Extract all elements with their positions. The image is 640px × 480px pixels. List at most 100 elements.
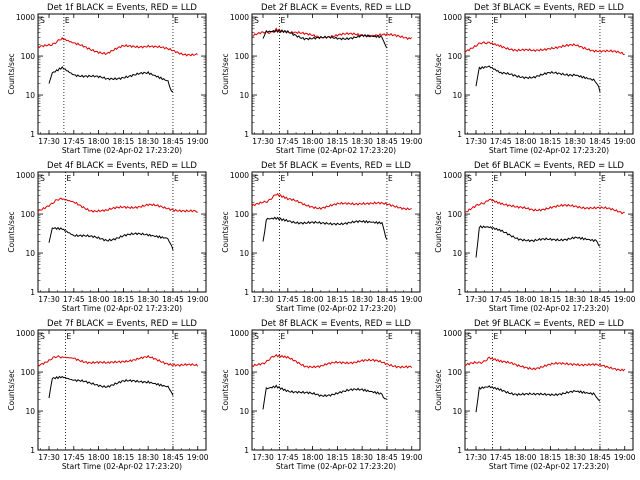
y-tick-label: 100	[235, 52, 250, 61]
x-tick-label: 19:00	[401, 137, 423, 146]
panel-title: Det 7f BLACK = Events, RED = LLD	[47, 319, 197, 329]
panel-det-4: Det 4f BLACK = Events, RED = LLD 17:30 17:…	[7, 161, 209, 313]
y-axis-label: Counts/sec	[221, 369, 230, 410]
x-tick-label: 18:00	[515, 137, 537, 146]
x-tick-label: 17:45	[490, 137, 512, 146]
lld-rate-line	[464, 41, 625, 56]
x-tick-label: 18:45	[589, 295, 611, 304]
x-tick-label: 19:00	[614, 137, 636, 146]
plot-frame	[37, 13, 207, 135]
x-tick-label: 17:45	[63, 295, 85, 304]
x-tick-label: 18:30	[137, 453, 159, 462]
y-tick-label: 10	[239, 91, 249, 100]
y-tick-label: 100	[21, 368, 36, 377]
y-axis-label: Counts/sec	[221, 211, 230, 252]
panel-det-8: Det 8f BLACK = Events, RED = LLD 17:30 17:…	[221, 319, 423, 471]
lld-rate-line	[37, 37, 198, 57]
plot-frame	[251, 329, 421, 451]
x-tick-label: 18:30	[137, 137, 159, 146]
y-axis-label: Counts/sec	[434, 211, 443, 252]
x-tick-label: 18:30	[564, 453, 586, 462]
time-marker-label: E	[601, 16, 606, 25]
y-tick-label: 1	[30, 130, 35, 139]
x-tick-label: 18:00	[302, 453, 324, 462]
y-tick-label: 1	[457, 446, 462, 455]
panel-det-2: Det 2f BLACK = Events, RED = LLD 17:30 17:…	[221, 3, 423, 155]
x-tick-label: 17:30	[465, 295, 487, 304]
y-tick-label: 10	[452, 249, 462, 258]
y-tick-label: 100	[448, 368, 463, 377]
events-rate-line	[262, 29, 388, 49]
x-tick-label: 17:30	[38, 137, 60, 146]
lld-rate-line	[464, 198, 625, 215]
plot-frame	[464, 13, 634, 135]
y-tick-label: 10	[25, 407, 35, 416]
time-marker-label: E	[388, 332, 393, 341]
x-tick-label: 17:30	[252, 453, 274, 462]
x-tick-label: 18:30	[351, 453, 373, 462]
y-tick-label: 1000	[16, 329, 35, 338]
x-tick-label: 17:30	[38, 295, 60, 304]
time-marker-label: S	[254, 174, 259, 183]
y-tick-label: 100	[235, 368, 250, 377]
y-tick-label: 1	[30, 446, 35, 455]
x-tick-label: 18:30	[137, 295, 159, 304]
time-marker-label: S	[467, 16, 472, 25]
time-marker-label: S	[467, 174, 472, 183]
panel-det-1: Det 1f BLACK = Events, RED = LLD 17:30 17:…	[7, 3, 209, 155]
x-tick-label: 17:45	[277, 137, 299, 146]
events-rate-line	[48, 226, 174, 251]
x-tick-label: 18:15	[113, 453, 135, 462]
plot-frame	[464, 329, 634, 451]
y-tick-label: 10	[239, 407, 249, 416]
x-tick-label: 19:00	[401, 453, 423, 462]
x-axis-label: Start Time (02-Apr-02 17:23:20)	[62, 462, 182, 471]
time-marker-label: E	[388, 174, 393, 183]
x-axis-label: Start Time (02-Apr-02 17:23:20)	[62, 304, 182, 313]
time-marker-label: E	[494, 332, 499, 341]
y-tick-label: 10	[452, 407, 462, 416]
lld-rate-line	[37, 354, 199, 367]
y-tick-label: 1000	[230, 13, 249, 22]
y-tick-label: 100	[448, 52, 463, 61]
x-axis-label: Start Time (02-Apr-02 17:23:20)	[489, 462, 609, 471]
x-tick-label: 18:00	[88, 453, 110, 462]
x-tick-label: 19:00	[187, 453, 209, 462]
y-tick-label: 10	[452, 91, 462, 100]
time-marker-label: E	[601, 332, 606, 341]
x-tick-label: 18:30	[564, 137, 586, 146]
lld-rate-line	[251, 353, 413, 369]
y-axis-label: Counts/sec	[434, 53, 443, 94]
plot-frame	[251, 13, 421, 135]
time-marker-label: S	[40, 174, 45, 183]
x-tick-label: 18:15	[113, 295, 135, 304]
x-tick-label: 18:30	[564, 295, 586, 304]
time-marker-label: S	[254, 16, 259, 25]
x-tick-label: 18:00	[515, 453, 537, 462]
events-rate-line	[262, 384, 388, 410]
x-tick-label: 18:15	[540, 453, 562, 462]
lld-rate-line	[251, 27, 413, 41]
time-marker-label: E	[65, 16, 70, 25]
x-tick-label: 19:00	[401, 295, 423, 304]
time-marker-label: E	[601, 174, 606, 183]
time-marker-label: E	[174, 174, 179, 183]
y-axis-label: Counts/sec	[7, 369, 16, 410]
time-marker-label: E	[494, 16, 499, 25]
x-tick-label: 18:00	[302, 295, 324, 304]
panel-title: Det 8f BLACK = Events, RED = LLD	[261, 319, 411, 329]
panel-det-5: Det 5f BLACK = Events, RED = LLD 17:30 17:…	[221, 161, 423, 313]
y-axis-label: Counts/sec	[221, 53, 230, 94]
y-tick-label: 10	[25, 91, 35, 100]
x-tick-label: 18:45	[162, 137, 184, 146]
x-tick-label: 19:00	[187, 137, 209, 146]
time-marker-label: E	[174, 16, 179, 25]
plot-frame	[251, 171, 421, 293]
time-marker-label: E	[281, 16, 286, 25]
lld-rate-line	[37, 197, 198, 213]
y-tick-label: 1000	[443, 329, 462, 338]
panel-title: Det 4f BLACK = Events, RED = LLD	[47, 161, 197, 171]
time-marker-label: E	[388, 16, 393, 25]
x-tick-label: 18:30	[351, 137, 373, 146]
x-tick-label: 18:00	[302, 137, 324, 146]
